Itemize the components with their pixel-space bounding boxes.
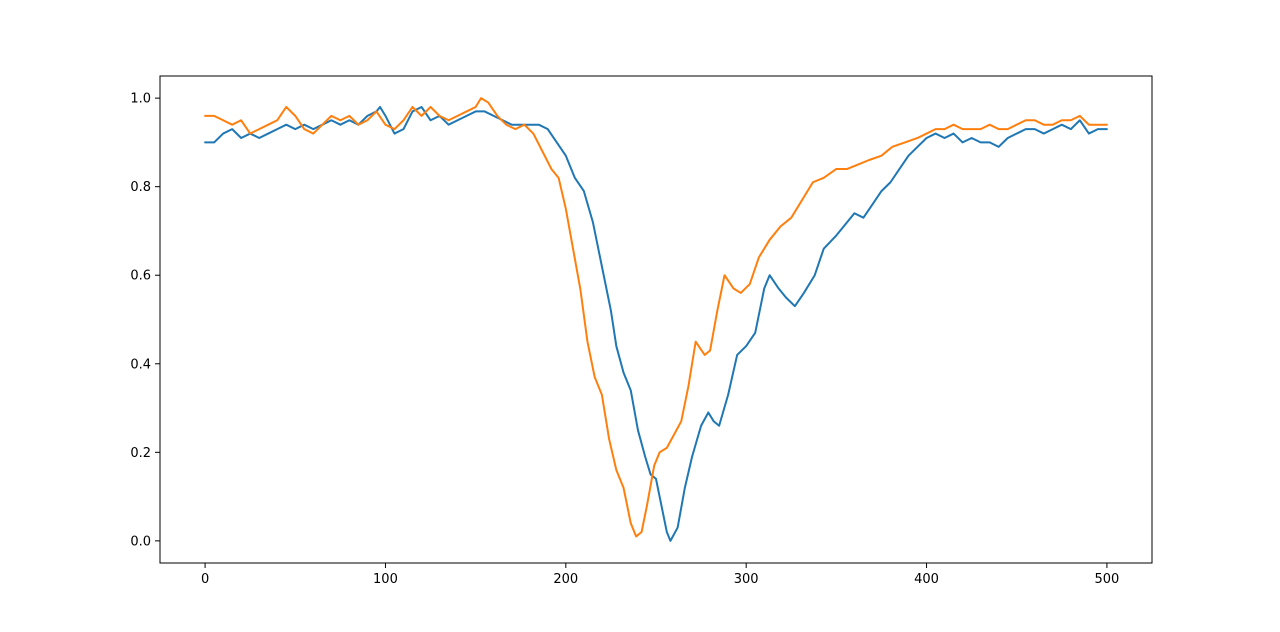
- x-tick-label: 100: [373, 572, 398, 587]
- x-tick-label: 300: [734, 572, 759, 587]
- y-tick-label: 0.0: [130, 534, 151, 549]
- series-line-1: [204, 105, 1108, 542]
- y-axis: 0.0 0.2 0.4 0.6 0.8 1.0: [130, 92, 160, 549]
- plot-area: 0 100 200 300 400 500 0.0 0.2 0.4 0.6 0.8 1.0: [130, 75, 1153, 587]
- y-tick-label: 1.0: [130, 92, 151, 107]
- axes-frame: [159, 75, 1153, 564]
- series-layer: [204, 97, 1108, 542]
- x-tick-label: 400: [914, 572, 939, 587]
- y-tick-label: 0.6: [130, 269, 151, 284]
- y-tick-label: 0.4: [130, 357, 151, 372]
- y-tick-label: 0.2: [130, 446, 151, 461]
- x-tick-label: 0: [201, 572, 209, 587]
- x-axis: 0 100 200 300 400 500: [201, 563, 1119, 587]
- series-line-2: [204, 97, 1108, 538]
- x-tick-label: 200: [553, 572, 578, 587]
- y-tick-label: 0.8: [130, 180, 151, 195]
- x-tick-label: 500: [1094, 572, 1119, 587]
